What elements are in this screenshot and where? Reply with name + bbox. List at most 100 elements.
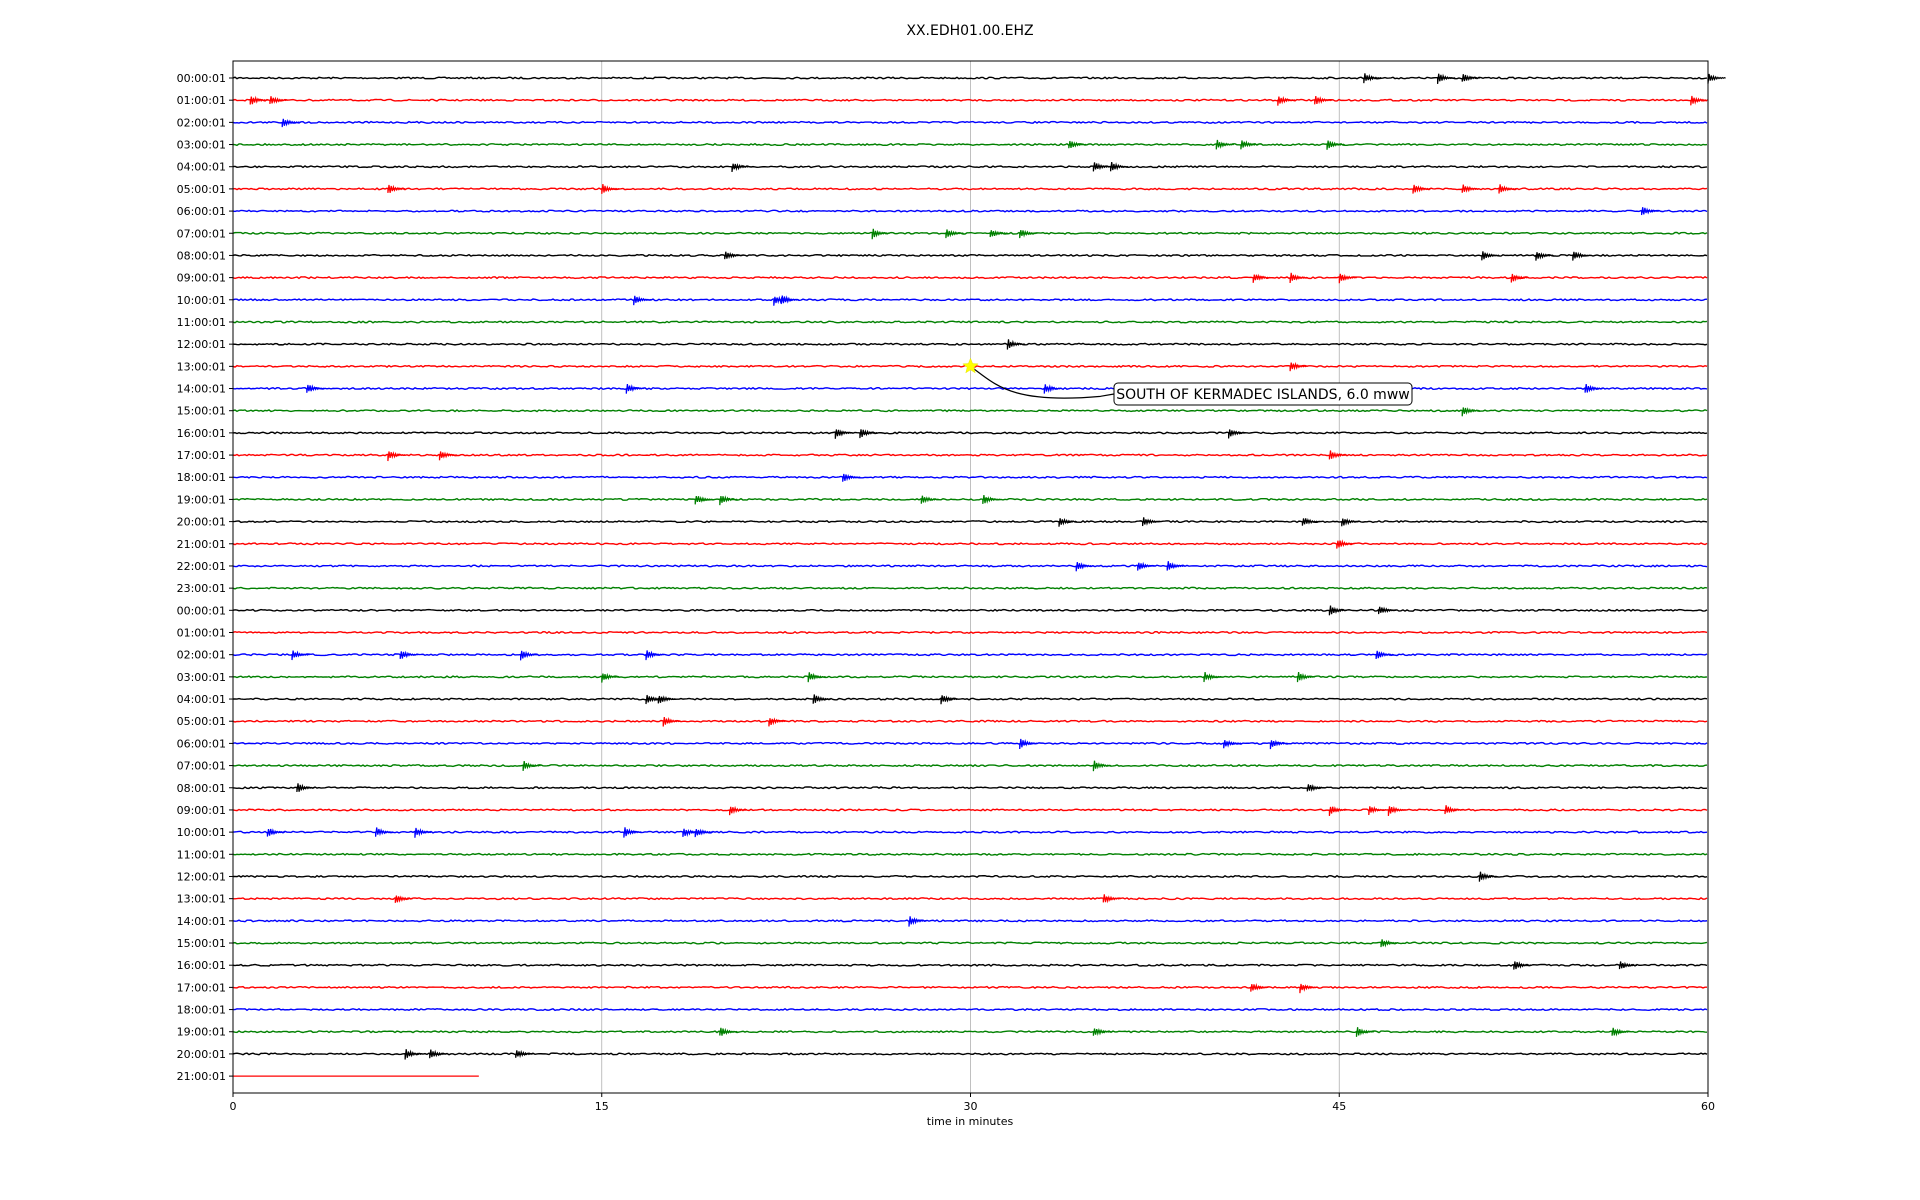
trace-line (232, 142, 1708, 147)
trace-19 (232, 495, 1708, 506)
x-tick-label: 60 (1701, 1100, 1715, 1113)
seismic-event (1019, 229, 1038, 239)
seismic-event (1043, 384, 1063, 394)
seismic-event (1641, 207, 1660, 216)
seismic-event (731, 163, 750, 173)
seismic-event (1535, 252, 1554, 261)
seismic-event (399, 650, 419, 660)
seismic-event (438, 451, 458, 461)
seismic-event (1618, 961, 1638, 970)
trace-35 (232, 852, 1708, 856)
seismic-event (1092, 162, 1112, 172)
seismic-event (1378, 606, 1397, 615)
y-tick-label: 18:00:01 (177, 471, 226, 484)
trace-line (232, 608, 1708, 612)
y-tick-label: 11:00:01 (177, 316, 226, 329)
trace-32 (232, 783, 1708, 793)
seismic-event (1228, 429, 1247, 439)
trace-29 (232, 717, 1708, 727)
seismic-event (1584, 384, 1603, 393)
seismic-event (1461, 184, 1480, 193)
y-tick-label: 06:00:01 (177, 205, 226, 218)
seismic-event (266, 828, 286, 837)
seismic-event (1513, 961, 1532, 970)
y-tick-label: 21:00:01 (177, 1070, 226, 1083)
trace-line (232, 1030, 1708, 1034)
x-axis-label: time in minutes (927, 1115, 1014, 1128)
seismic-event (1481, 251, 1500, 261)
y-tick-label: 08:00:01 (177, 782, 226, 795)
seismic-event (601, 183, 620, 194)
y-tick-label: 20:00:01 (177, 1048, 226, 1061)
trace-0 (232, 73, 1726, 84)
trace-line (232, 98, 1708, 102)
trace-11 (232, 320, 1708, 324)
trace-10 (232, 295, 1708, 306)
y-tick-label: 21:00:01 (177, 538, 226, 551)
seismic-event (625, 383, 645, 394)
seismic-event (1510, 273, 1530, 283)
trace-line (232, 431, 1708, 435)
trace-16 (232, 429, 1708, 439)
trace-line (232, 165, 1708, 169)
trace-line (232, 786, 1708, 790)
seismic-event (1166, 561, 1186, 571)
seismic-event (249, 95, 269, 105)
trace-line (232, 231, 1708, 235)
trace-line (232, 320, 1708, 324)
seismic-event (414, 827, 433, 838)
y-tick-label: 17:00:01 (177, 981, 226, 994)
seismic-event (1058, 517, 1077, 527)
seismic-event (1203, 671, 1222, 683)
seismic-event (1019, 738, 1038, 750)
trace-37 (232, 894, 1708, 904)
seismic-event (1326, 140, 1345, 150)
seismic-event (1289, 272, 1308, 284)
y-tick-label: 09:00:01 (177, 272, 226, 285)
seismic-event (1498, 184, 1517, 194)
seismic-event (1223, 739, 1242, 749)
trace-38 (232, 916, 1708, 927)
seismic-event (842, 473, 861, 482)
trace-line (232, 542, 1708, 546)
trace-line (232, 719, 1708, 723)
y-tick-label: 05:00:01 (177, 183, 226, 196)
trace-line (232, 963, 1708, 967)
event-annotation: SOUTH OF KERMADEC ISLANDS, 6.0 mww (962, 357, 1413, 406)
y-tick-label: 16:00:01 (177, 427, 226, 440)
seismic-event (633, 295, 652, 306)
seismic-event (1328, 605, 1348, 616)
y-tick-label: 12:00:01 (177, 338, 226, 351)
y-tick-label: 00:00:01 (177, 72, 226, 85)
trace-28 (232, 694, 1708, 705)
seismic-event (1092, 760, 1112, 772)
seismic-event (1572, 251, 1591, 261)
y-tick-label: 13:00:01 (177, 893, 226, 906)
seismic-event (1387, 805, 1407, 816)
y-tick-label: 14:00:01 (177, 915, 226, 928)
y-tick-label: 16:00:01 (177, 959, 226, 972)
seismic-event (982, 495, 1001, 504)
y-tick-label: 01:00:01 (177, 94, 226, 107)
seismic-event (1478, 871, 1498, 882)
seismic-event (908, 916, 927, 927)
trace-6 (232, 207, 1708, 216)
trace-17 (232, 450, 1708, 462)
y-tick-label: 09:00:01 (177, 804, 226, 817)
seismic-event (768, 717, 787, 727)
seismic-event (1336, 539, 1355, 549)
y-tick-label: 20:00:01 (177, 516, 226, 529)
annotation-label: SOUTH OF KERMADEC ISLANDS, 6.0 mww (1116, 387, 1409, 403)
seismic-event (1380, 939, 1399, 948)
seismic-event (1355, 1027, 1375, 1037)
trace-34 (232, 827, 1708, 838)
seismic-event (296, 783, 315, 793)
seismic-event (812, 694, 832, 704)
y-tick-label: 04:00:01 (177, 161, 226, 174)
trace-26 (232, 650, 1708, 661)
trace-21 (232, 539, 1708, 549)
trace-line (232, 919, 1708, 923)
seismic-event (920, 495, 940, 504)
y-tick-label: 07:00:01 (177, 760, 226, 773)
